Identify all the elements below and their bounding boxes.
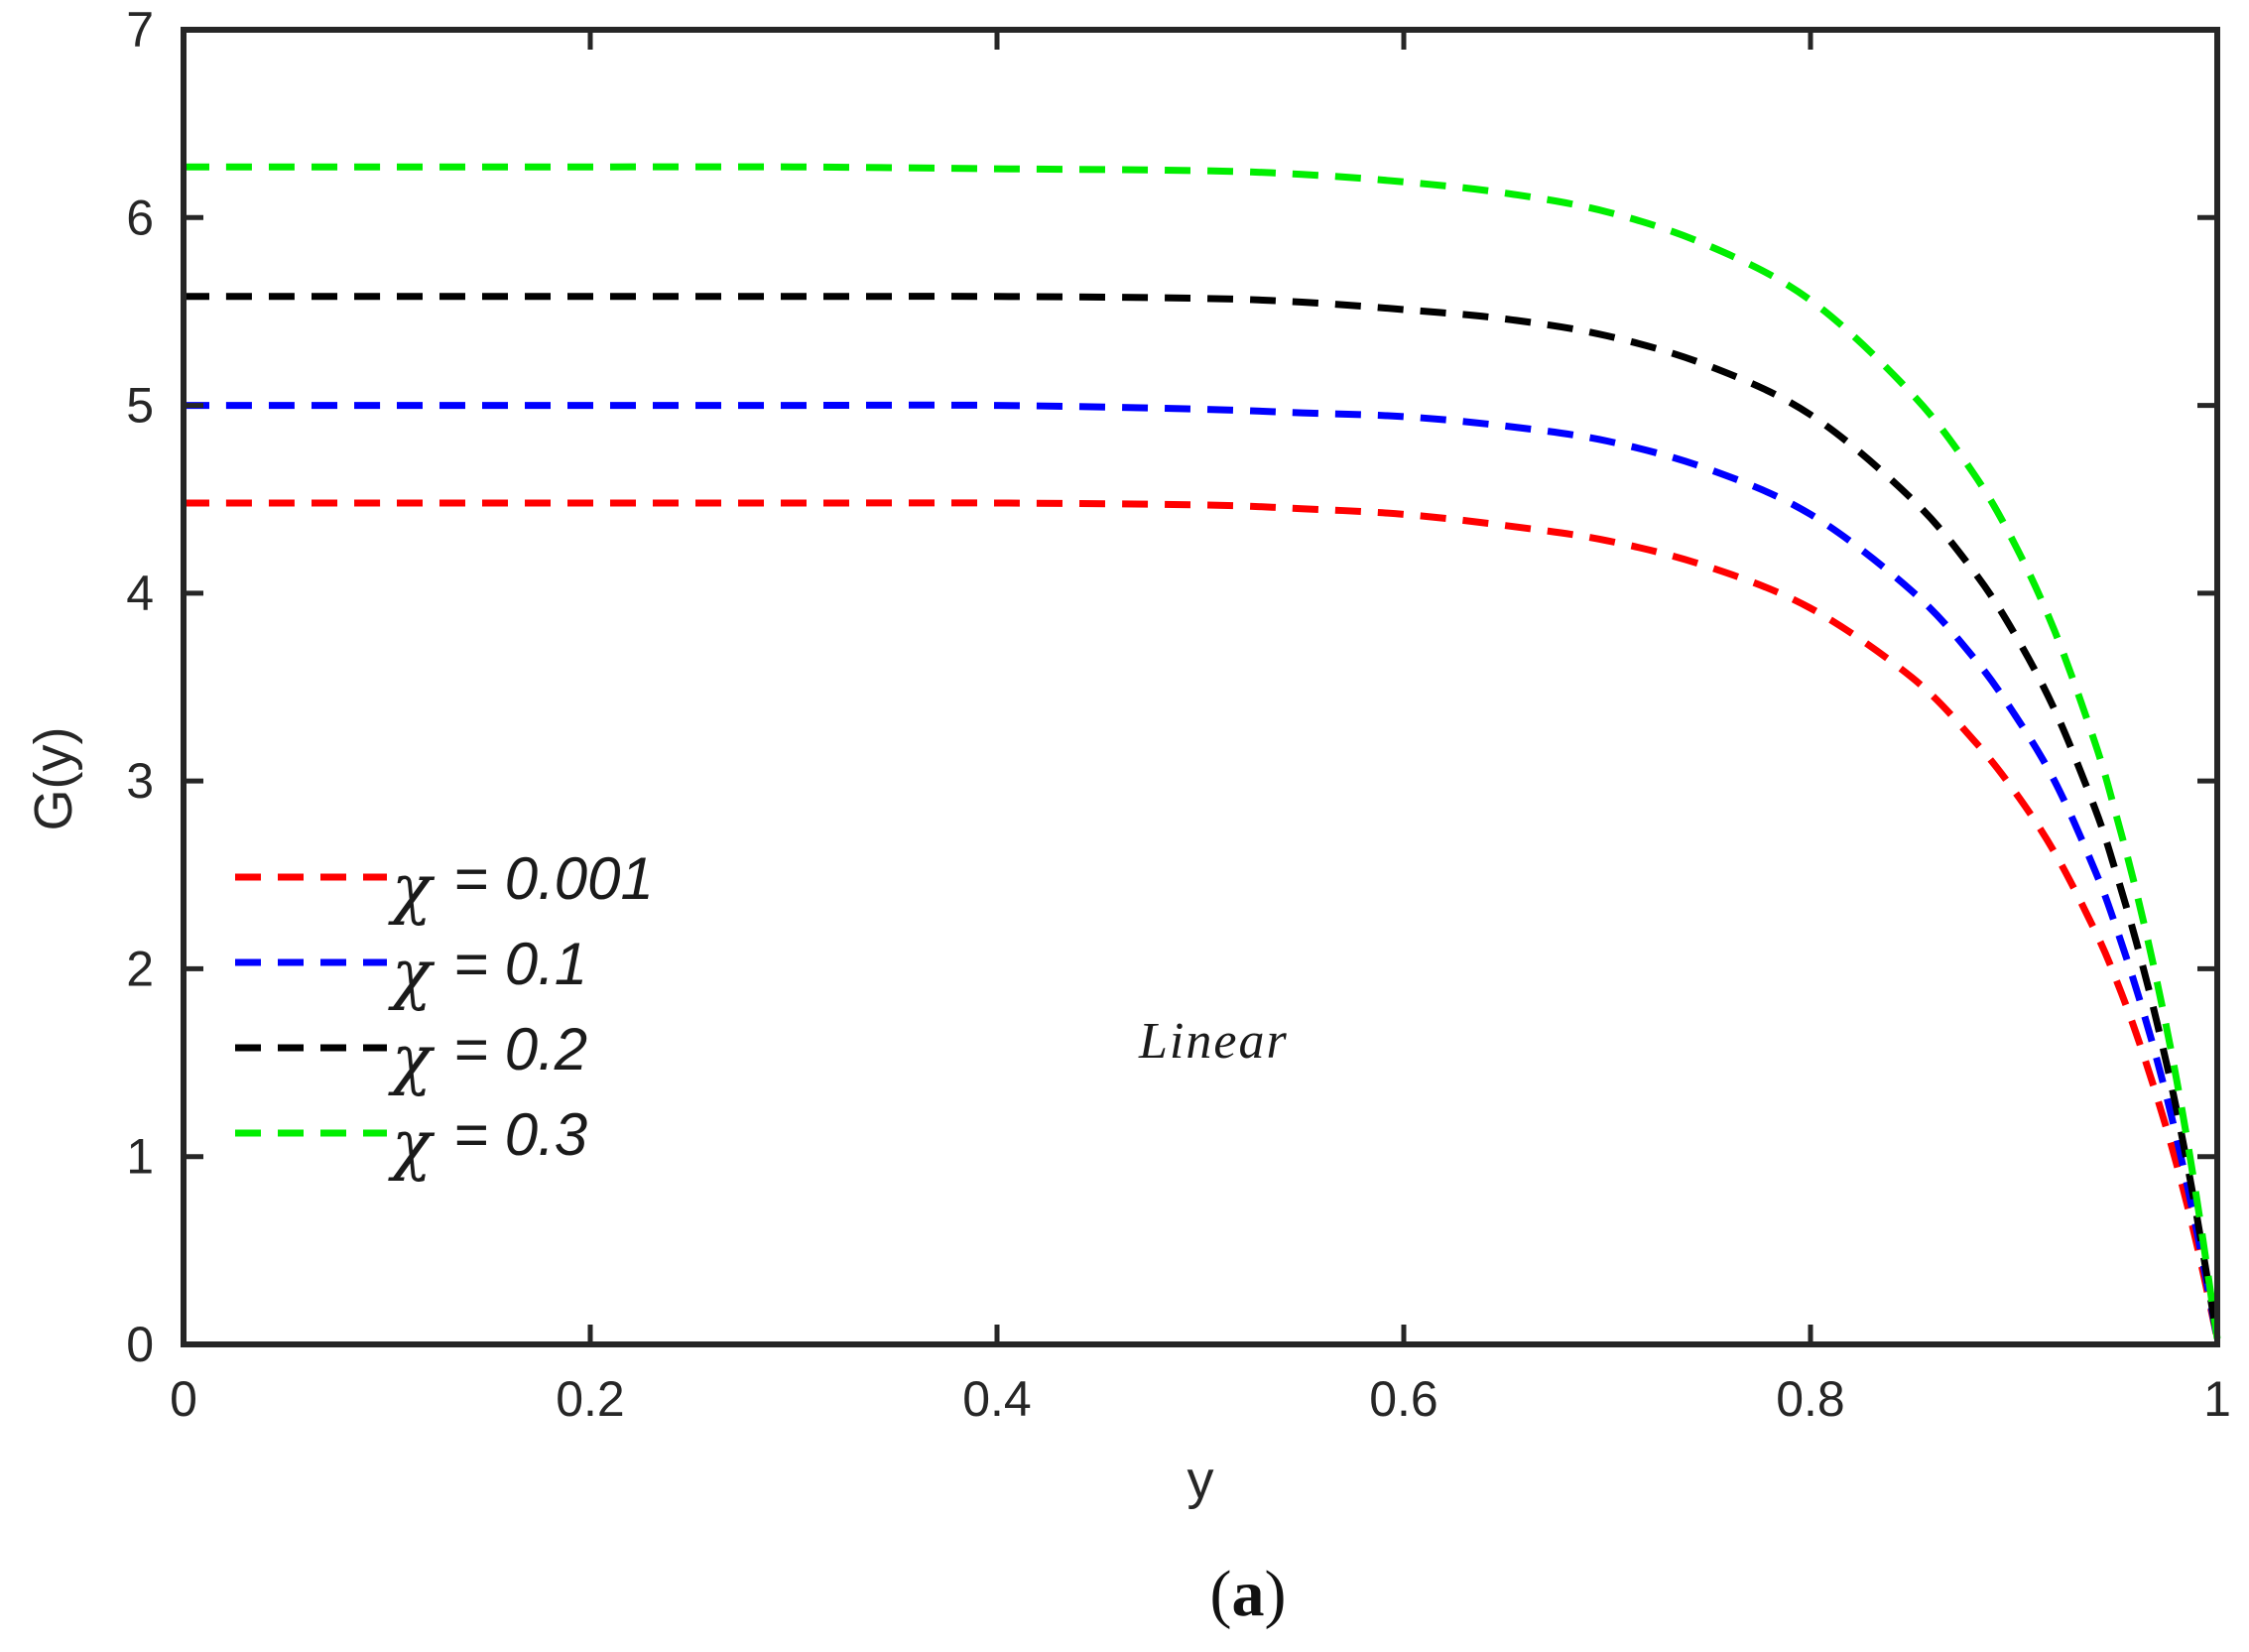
legend-value: = 0.1 <box>453 931 587 997</box>
figure-caption: (a) <box>1210 1558 1287 1630</box>
y-tick-label: 0 <box>126 1317 154 1372</box>
annotation-linear: Linear <box>1138 1013 1289 1070</box>
y-tick-label: 6 <box>126 190 154 245</box>
legend-label-4: χ = 0.3 <box>388 1101 587 1183</box>
y-tick-label: 4 <box>126 566 154 621</box>
series-line-3 <box>183 293 2221 1339</box>
legend: χ = 0.001 χ = 0.1 χ = 0.2 χ = 0.3 <box>235 845 654 1183</box>
axes <box>181 27 2220 1347</box>
x-tick-label: 0.2 <box>556 1371 625 1427</box>
series-line-2 <box>184 401 2221 1339</box>
x-tick-label: 0.6 <box>1369 1371 1438 1427</box>
legend-symbol: χ <box>388 1106 436 1183</box>
legend-value: = 0.2 <box>453 1016 587 1082</box>
x-tick-label: 0.8 <box>1776 1371 1845 1427</box>
caption-letter: a <box>1232 1558 1265 1630</box>
x-axis-title: y <box>1187 1451 1214 1510</box>
legend-label-3: χ = 0.2 <box>388 1016 587 1097</box>
plot-area <box>183 163 2221 1340</box>
axes-box <box>181 27 2220 1347</box>
legend-label-2: χ = 0.1 <box>388 931 587 1012</box>
ticks: 0 0.2 0.4 0.6 0.8 1 0 1 2 3 4 5 6 7 <box>126 2 2231 1427</box>
legend-symbol: χ <box>388 1021 436 1097</box>
x-tick-label: 1 <box>2203 1371 2231 1427</box>
y-tick-label: 5 <box>126 378 154 434</box>
legend-symbol: χ <box>388 936 436 1012</box>
legend-value: = 0.3 <box>453 1101 587 1168</box>
series-line-4 <box>184 163 2221 1339</box>
caption-close-paren: ) <box>1265 1558 1287 1630</box>
y-tick-label: 3 <box>126 753 154 809</box>
legend-label-1: χ = 0.001 <box>388 845 654 927</box>
caption-open-paren: ( <box>1210 1558 1232 1630</box>
x-tick-label: 0 <box>170 1371 197 1427</box>
y-tick-label: 7 <box>126 2 154 58</box>
y-axis-title: G(y) <box>24 727 83 831</box>
legend-value: = 0.001 <box>453 845 654 912</box>
y-tick-label: 2 <box>126 941 154 996</box>
series-line-1 <box>183 499 2221 1340</box>
y-tick-label: 1 <box>126 1129 154 1185</box>
legend-symbol: χ <box>388 850 436 927</box>
x-tick-label: 0.4 <box>962 1371 1032 1427</box>
